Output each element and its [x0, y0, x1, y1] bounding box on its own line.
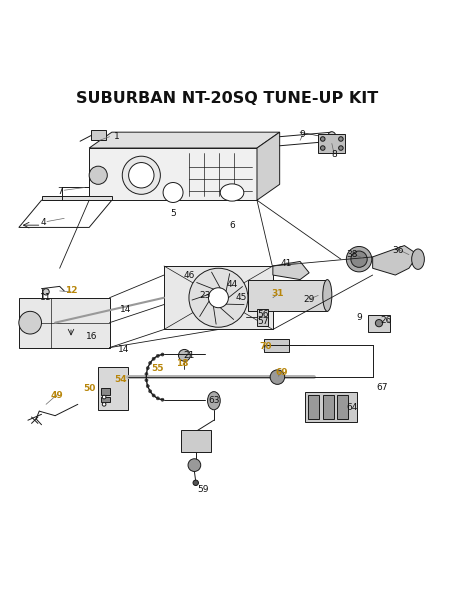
Bar: [308, 395, 319, 419]
Text: 18: 18: [176, 359, 188, 368]
Text: 38: 38: [347, 250, 358, 259]
Text: 67: 67: [376, 383, 388, 392]
Polygon shape: [89, 148, 257, 200]
Text: 4: 4: [41, 218, 46, 227]
Circle shape: [161, 398, 164, 401]
Text: 56: 56: [257, 310, 268, 319]
Circle shape: [163, 182, 183, 202]
Circle shape: [346, 247, 372, 272]
Circle shape: [189, 268, 248, 327]
Text: 11: 11: [40, 293, 52, 302]
Ellipse shape: [220, 184, 244, 201]
Text: 7: 7: [57, 187, 62, 196]
Ellipse shape: [207, 392, 220, 410]
Circle shape: [43, 289, 49, 295]
Text: 59: 59: [197, 485, 208, 494]
Circle shape: [152, 394, 155, 397]
Bar: [257, 308, 268, 326]
Text: 44: 44: [227, 280, 238, 289]
Polygon shape: [373, 245, 418, 275]
Text: 1: 1: [113, 132, 119, 141]
Circle shape: [161, 353, 164, 356]
Text: 23: 23: [199, 291, 211, 300]
Circle shape: [193, 480, 198, 485]
Circle shape: [146, 385, 149, 388]
Text: 57: 57: [257, 317, 268, 326]
Circle shape: [375, 320, 383, 327]
Bar: [264, 338, 289, 352]
Text: 63: 63: [208, 396, 220, 405]
Ellipse shape: [323, 280, 332, 311]
Polygon shape: [19, 298, 110, 347]
Text: 55: 55: [151, 364, 163, 373]
Bar: [101, 397, 111, 402]
Polygon shape: [273, 262, 309, 280]
Circle shape: [208, 288, 228, 308]
Text: 14: 14: [117, 346, 129, 355]
Polygon shape: [19, 200, 112, 227]
Circle shape: [320, 137, 325, 141]
Polygon shape: [41, 196, 112, 200]
Text: 12: 12: [65, 286, 77, 295]
Polygon shape: [164, 266, 273, 329]
Text: 36: 36: [392, 245, 403, 254]
Ellipse shape: [328, 132, 336, 142]
Circle shape: [339, 146, 343, 151]
Bar: [181, 430, 211, 452]
Circle shape: [149, 361, 152, 365]
Text: SUBURBAN NT-20SQ TUNE-UP KIT: SUBURBAN NT-20SQ TUNE-UP KIT: [76, 91, 379, 106]
Circle shape: [156, 354, 159, 358]
Circle shape: [19, 311, 41, 334]
Circle shape: [351, 251, 367, 268]
Bar: [368, 314, 390, 332]
Text: 16: 16: [86, 332, 97, 341]
Text: 9: 9: [356, 313, 362, 322]
Circle shape: [145, 379, 148, 382]
Bar: [98, 367, 128, 410]
Text: 41: 41: [281, 259, 292, 268]
Circle shape: [178, 349, 190, 361]
Text: 54: 54: [115, 375, 127, 384]
Circle shape: [149, 389, 152, 393]
Circle shape: [188, 459, 201, 472]
Text: 46: 46: [183, 271, 195, 280]
Text: 64: 64: [347, 403, 358, 412]
Circle shape: [129, 163, 154, 188]
Circle shape: [89, 166, 107, 184]
Bar: [101, 388, 111, 395]
Circle shape: [102, 395, 106, 399]
Bar: [337, 395, 348, 419]
Text: 69: 69: [276, 368, 288, 377]
Polygon shape: [248, 280, 327, 311]
Circle shape: [156, 397, 159, 400]
Circle shape: [339, 137, 343, 141]
Text: 49: 49: [51, 391, 64, 400]
Ellipse shape: [412, 249, 425, 269]
Bar: [304, 392, 357, 422]
Circle shape: [320, 146, 325, 151]
Polygon shape: [257, 132, 280, 200]
Text: 50: 50: [83, 384, 96, 393]
Text: 29: 29: [303, 295, 315, 304]
Circle shape: [152, 357, 155, 361]
Circle shape: [102, 403, 106, 406]
Text: 45: 45: [235, 293, 247, 302]
Circle shape: [270, 370, 285, 385]
Text: 6: 6: [229, 221, 235, 230]
Text: 5: 5: [170, 209, 176, 218]
Bar: [91, 130, 106, 140]
Text: 9: 9: [299, 130, 305, 139]
Circle shape: [122, 156, 160, 194]
Text: 14: 14: [120, 305, 131, 314]
Text: 31: 31: [271, 289, 283, 298]
Text: 21: 21: [183, 351, 195, 360]
Text: 8: 8: [331, 151, 337, 160]
Text: 26: 26: [380, 316, 392, 325]
Circle shape: [146, 367, 149, 370]
Polygon shape: [89, 132, 280, 148]
Bar: [323, 395, 334, 419]
Bar: [318, 134, 345, 152]
Circle shape: [145, 373, 148, 376]
Text: 70: 70: [260, 342, 272, 351]
